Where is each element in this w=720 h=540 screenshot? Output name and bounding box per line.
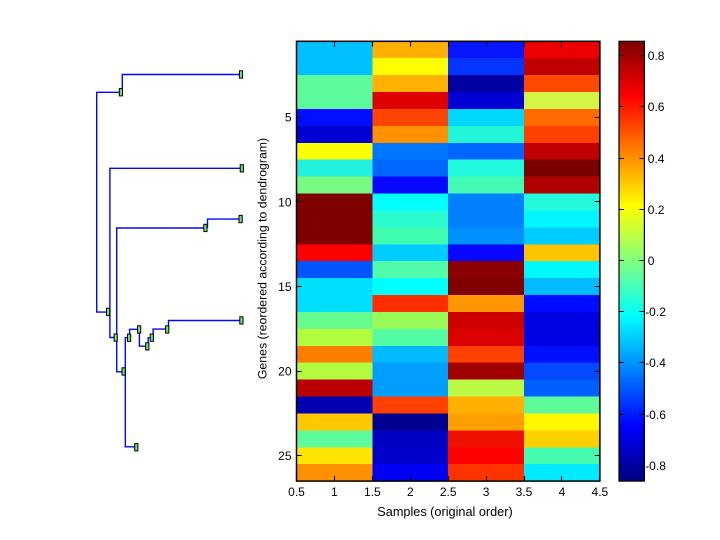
svg-text:10: 10 [278,195,292,209]
svg-text:0.2: 0.2 [648,203,665,217]
svg-text:2: 2 [407,485,414,499]
svg-text:2.5: 2.5 [440,485,457,499]
svg-text:0.4: 0.4 [648,152,665,166]
svg-text:1: 1 [331,485,338,499]
svg-text:25: 25 [278,449,292,463]
svg-text:4.5: 4.5 [592,485,609,499]
svg-text:0.6: 0.6 [648,100,665,114]
svg-text:4: 4 [559,485,566,499]
svg-text:0.8: 0.8 [648,49,665,63]
svg-text:1.5: 1.5 [364,485,381,499]
svg-text:-0.6: -0.6 [645,408,666,422]
svg-text:3: 3 [483,485,490,499]
svg-text:5: 5 [285,111,292,125]
svg-text:Genes (reordered according to: Genes (reordered according to dendrogram… [256,138,270,379]
svg-text:15: 15 [278,280,292,294]
svg-text:0.5: 0.5 [288,485,305,499]
svg-text:3.5: 3.5 [516,485,533,499]
svg-text:-0.4: -0.4 [645,356,666,370]
svg-text:Samples (original order): Samples (original order) [377,505,512,519]
svg-text:-0.2: -0.2 [645,305,666,319]
svg-text:-0.8: -0.8 [645,459,666,473]
svg-text:20: 20 [278,365,292,379]
svg-text:0: 0 [648,254,655,268]
